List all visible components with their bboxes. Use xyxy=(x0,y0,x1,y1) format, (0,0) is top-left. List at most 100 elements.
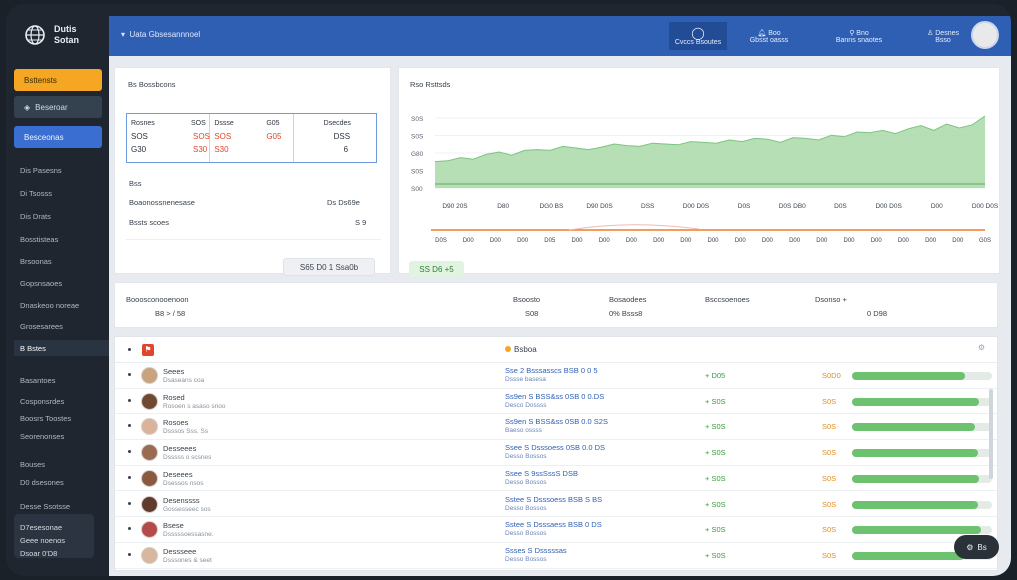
table-row[interactable]: Bsese Dsssssoessasne. Sstee S Dsssaess BSB… xyxy=(115,517,997,543)
row-name[interactable]: Seees xyxy=(163,367,185,376)
row-name[interactable]: Desenssss xyxy=(163,495,200,505)
row-reference[interactable]: Sstee S Dsssoess BSB S BS xyxy=(505,494,603,504)
brand-line2: Sotan xyxy=(54,35,80,45)
row-reference[interactable]: Ssee S 9ssSssS DSB xyxy=(505,468,578,478)
stats-col-1b-value-b: S30 xyxy=(193,145,208,154)
sidebar-item[interactable]: Bouses xyxy=(20,460,46,469)
summary-strip: Booosconooenoon B8 > / 58 Bsoosto S08 Bo… xyxy=(114,282,998,328)
chart-y-tick-label: S0S xyxy=(411,169,424,176)
row-name[interactable]: Desseees xyxy=(163,444,197,454)
table-row[interactable]: Desenssss Gossesseec sos Sstee S Dsssoess … xyxy=(115,492,997,518)
sidebar-profile-card[interactable]: D7esesonae Geee noenos Dsoar 0'D8 xyxy=(14,514,94,558)
header-item-user[interactable]: ♙ Desnes Bsso xyxy=(917,22,969,50)
chart-x-tick-label: D0S DB0 xyxy=(779,203,806,210)
row-reference-sub: Dssse basesa xyxy=(505,376,546,383)
row-change: + D05 xyxy=(705,371,726,380)
row-reference[interactable]: Ssses S Dsssssas xyxy=(505,545,567,555)
table-header: ⚑ Bsboa ⚙ xyxy=(115,337,997,363)
row-reference-sub: Desso Bossos xyxy=(505,555,547,563)
menu-icon[interactable]: ▾ xyxy=(121,30,126,39)
pins-badge: Bno xyxy=(856,29,869,37)
sidebar-item[interactable]: Bosstisteas xyxy=(20,235,59,244)
sidebar-item[interactable]: Brsoonas xyxy=(20,257,52,266)
sidebar-item[interactable]: Boosrs Toostes xyxy=(20,414,72,423)
profile-card-line3: Dsoar 0'D8 xyxy=(20,549,58,558)
brand[interactable]: Dutis Sotan xyxy=(24,24,79,46)
stats-action-button[interactable]: S65 D0 1 Ssa0b xyxy=(283,258,375,276)
stats-panel: Bs Bossbcons Rosnes SOS G30 SOS SOS S30 … xyxy=(114,67,391,276)
sidebar-item[interactable]: D0 dsesones xyxy=(20,478,64,487)
row-reference[interactable]: Sstee S Dsssaess BSB 0 DS xyxy=(505,520,602,530)
chart-timeline-tick-label: D00 xyxy=(843,238,855,244)
main-content: Bs Bossbcons Rosnes SOS G30 SOS SOS S30 … xyxy=(109,56,1011,576)
row-avatar xyxy=(141,469,158,487)
stats-col-2b-header: G05 xyxy=(266,120,280,127)
chart-badge[interactable]: SS D6 +5 xyxy=(409,261,464,277)
table-row[interactable]: Dessseee Dsssones & seet Ssses S Dsssssas D… xyxy=(115,543,997,569)
sidebar-item[interactable]: B Bstes xyxy=(14,340,109,356)
chart-timeline-tick-label: D00 xyxy=(898,238,910,244)
table-row[interactable]: Seees Dsaseans coa Sse 2 Bsssasscs BSB 0 0… xyxy=(115,363,997,389)
sidebar-item[interactable]: Gopsnsaoes xyxy=(20,279,63,288)
sidebar-button-secondary[interactable]: ◈ Beseroar xyxy=(14,96,102,118)
sidebar-item[interactable]: Dnaskeoo noreae xyxy=(20,301,80,310)
flag-icon[interactable]: ⚑ xyxy=(142,344,154,356)
row-reference[interactable]: Ss9en S BSS&ss 0SB 0.0 S2S xyxy=(505,417,608,427)
summary-col-4-label: Bsccsoenoes xyxy=(705,295,750,304)
app-window: Dutis Sotan Bsttensts ◈ Beseroar Besceon… xyxy=(6,4,1011,576)
row-reference[interactable]: Ss9en S BSS&ss 0SB 0 0.DS xyxy=(505,391,605,401)
sidebar-item[interactable]: Desse Ssotsse xyxy=(20,502,71,511)
row-progress-bar xyxy=(852,423,992,432)
sidebar-item[interactable]: Di Tsosss xyxy=(20,189,52,198)
chart-x-tick-label: D80 xyxy=(497,203,509,210)
table-row[interactable]: Desseees Dsssss o scsnes Ssee S Dsssoess 0… xyxy=(115,440,997,466)
chart-x-tick-label: D00 D0S xyxy=(972,203,999,210)
row-progress-fill xyxy=(852,449,978,458)
row-avatar xyxy=(141,418,158,436)
sidebar-item[interactable]: Seorenonses xyxy=(20,432,65,441)
row-progress-bar xyxy=(852,397,992,406)
chart-timeline-tick-label: D00 xyxy=(517,238,529,244)
row-name[interactable]: Bsese xyxy=(163,521,184,531)
table-row[interactable]: Rosoes Dsssos Sss. Ss Ss9en S BSS&ss 0SB 0… xyxy=(115,414,997,441)
stats-col-3-value-a: DSS xyxy=(333,132,351,141)
sidebar-item[interactable]: Grosesarees xyxy=(20,322,63,331)
bullet xyxy=(128,527,131,531)
bullet xyxy=(128,348,131,351)
sidebar-item[interactable]: Basantoes xyxy=(20,376,56,385)
row-name[interactable]: Dessseee xyxy=(163,546,197,556)
stats-col-2-value-b: S30 xyxy=(214,145,229,154)
chart-timeline-tick-label: D05 xyxy=(544,238,556,244)
chart-timeline-tick-label: D00 xyxy=(490,238,502,244)
row-reference-sub: Desco Dossss xyxy=(505,401,547,409)
row-name[interactable]: Rosed xyxy=(163,392,185,402)
stats-col-1: Rosnes SOS G30 SOS SOS S30 xyxy=(127,114,211,162)
row-name[interactable]: Rosoes xyxy=(163,418,189,428)
sidebar-item[interactable]: Dis Drats xyxy=(20,212,51,221)
header-item-status[interactable]: ◯ Cvccs Bsoutes xyxy=(669,22,727,50)
sidebar-button-active[interactable]: Besceonas xyxy=(14,126,102,148)
user-avatar[interactable] xyxy=(971,21,999,49)
table-row[interactable]: Deseees Dsessos nsos Ssee S 9ssSssS DSB Des… xyxy=(115,466,997,492)
table-scrollbar[interactable] xyxy=(989,389,993,479)
table-settings-icon[interactable]: ⚙ xyxy=(977,343,985,352)
sidebar-button-primary[interactable]: Bsttensts xyxy=(14,69,102,91)
stats-col-1b-value-a: SOS xyxy=(193,132,210,141)
chart-line-series xyxy=(434,115,986,163)
sidebar-item[interactable]: Dis Pasesns xyxy=(20,166,62,175)
sidebar-item[interactable]: Cosponsrdes xyxy=(20,397,65,406)
header-item-pins[interactable]: ⚲ Bno Banns snaotes xyxy=(819,22,899,50)
chart-timeline-tick-label: D00 xyxy=(871,238,883,244)
row-avatar xyxy=(141,546,158,564)
row-progress-bar xyxy=(852,526,992,535)
floating-action-button[interactable]: ⚙ Bs xyxy=(954,535,999,559)
row-reference[interactable]: Ssee S Dsssoess 0SB 0.0 DS xyxy=(505,443,606,453)
chart-x-tick-label: DSS xyxy=(641,203,655,210)
row-progress-fill xyxy=(852,474,980,483)
chart-panel: Rso Rsttsds S0S S0S G80 S0S S00 D90 20S D80 DG0… xyxy=(398,67,1000,277)
table-row[interactable]: Rosed Rosoen s asaso snoo Ss9en S BSS&ss 0… xyxy=(115,389,997,415)
row-name[interactable]: Deseees xyxy=(163,469,193,479)
header-item-notifications[interactable]: 🔔︎ Boo Gbsst oasss xyxy=(734,22,804,50)
row-reference[interactable]: Sse 2 Bsssasscs BSB 0 0 5 xyxy=(505,366,598,375)
header-item-pins-label: Banns snaotes xyxy=(835,36,883,44)
